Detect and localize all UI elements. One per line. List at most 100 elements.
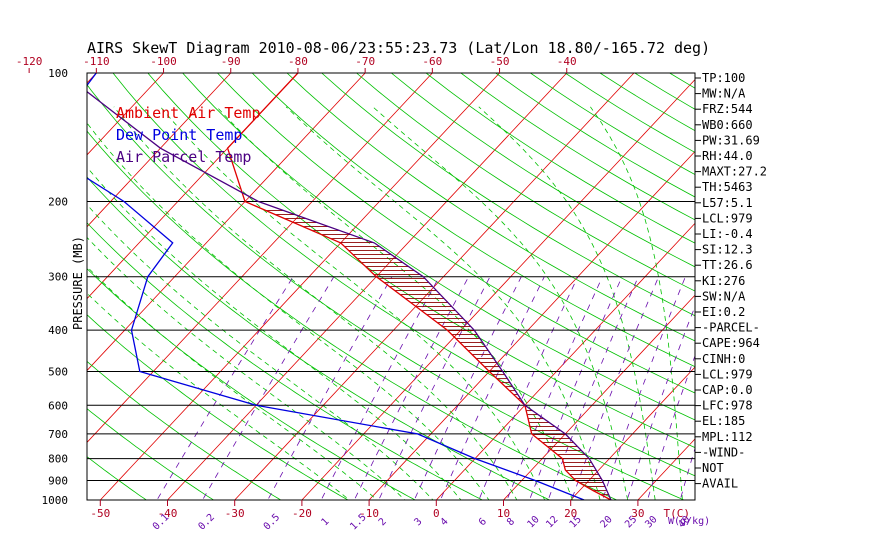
- bottom-temp-label: -50: [90, 507, 110, 520]
- pressure-tick-label: 500: [48, 365, 68, 378]
- mixing-ratio-label: 0.5: [262, 512, 283, 533]
- dry-adiabat-line: [182, 73, 695, 421]
- bottom-temp-label: 30: [631, 507, 644, 520]
- index-entry: TH:5463: [702, 180, 753, 194]
- moist-adiabat-line: [87, 166, 462, 500]
- isotherm-line: [87, 73, 433, 443]
- index-entry: LCL:979: [702, 211, 753, 225]
- x-axis-label: T(C): [664, 507, 691, 520]
- index-entry: RH:44.0: [702, 149, 753, 163]
- isotherm-line: [503, 294, 695, 500]
- index-entry: LCL:979: [702, 367, 753, 381]
- bottom-temp-label: -40: [158, 507, 178, 520]
- index-entry: NOT: [702, 461, 724, 475]
- dry-adiabat-line: [0, 73, 23, 509]
- index-entry: MPL:112: [702, 430, 753, 444]
- top-temp-label: -70: [355, 55, 375, 68]
- moist-adiabat-line: [87, 266, 378, 500]
- dry-adiabat-line: [356, 73, 695, 292]
- dry-adiabat-line: [669, 73, 695, 89]
- index-entry: SW:N/A: [702, 289, 746, 303]
- mixing-ratio-line: [267, 276, 393, 500]
- dry-adiabat-line: [87, 83, 685, 500]
- mixing-ratio-line: [320, 276, 440, 500]
- index-entry: LI:-0.4: [702, 227, 753, 241]
- moist-adiabat-line: [87, 236, 406, 500]
- index-entry: TP:100: [702, 71, 745, 85]
- y-axis-label: PRESSURE (MB): [71, 236, 85, 330]
- moist-adiabat-line: [372, 106, 629, 500]
- index-entry: FRZ:544: [702, 102, 753, 116]
- mixing-ratio-label: 8: [505, 516, 517, 528]
- mixing-ratio-label: 4: [439, 516, 451, 528]
- pressure-tick-label: 900: [48, 474, 68, 487]
- bottom-temp-label: 10: [497, 507, 510, 520]
- moist-adiabat-line: [87, 204, 434, 500]
- moist-adiabat-line: [113, 106, 518, 500]
- profile-line-0: [226, 73, 612, 500]
- mixing-ratio-line: [202, 276, 335, 500]
- isotherm-line: [234, 73, 635, 500]
- isotherm-line: [772, 73, 870, 500]
- bottom-temp-label: -10: [359, 507, 379, 520]
- isotherm-line: [301, 78, 695, 500]
- top-temp-label: -110: [83, 55, 110, 68]
- top-temp-label: -100: [150, 55, 177, 68]
- mixing-ratio-label: 20: [598, 514, 614, 530]
- dry-adiabat-line: [112, 73, 695, 477]
- dry-adiabat-line: [87, 176, 551, 500]
- index-entry: CAPE:964: [702, 336, 760, 350]
- pressure-tick-label: 100: [48, 67, 68, 80]
- pressure-tick-label: 600: [48, 399, 68, 412]
- pressure-tick-label: 400: [48, 324, 68, 337]
- mixing-ratio-label: 2: [377, 516, 389, 528]
- dry-adiabat-line: [147, 73, 695, 448]
- mixing-ratio-label: 0.2: [196, 512, 217, 533]
- isotherm-line: [570, 366, 695, 500]
- index-entry: L57:5.1: [702, 196, 753, 210]
- mixing-ratio-label: 1: [319, 516, 331, 528]
- index-entry: EL:185: [702, 414, 745, 428]
- mixing-ratio-unit: W(g/kg): [668, 516, 710, 527]
- dry-adiabat-line: [87, 314, 349, 500]
- mixing-ratio-line: [353, 276, 469, 500]
- pressure-tick-label: 200: [48, 196, 68, 209]
- legend-entry: Ambient Air Temp: [116, 104, 261, 122]
- index-entry: -PARCEL-: [702, 321, 760, 335]
- top-temp-label: -90: [221, 55, 241, 68]
- dry-adiabat-line: [87, 130, 618, 500]
- pressure-tick-label: 800: [48, 453, 68, 466]
- index-entry: WB0:660: [702, 118, 753, 132]
- pressure-tick-label: 700: [48, 428, 68, 441]
- mixing-ratio-label: 30: [643, 514, 659, 530]
- bottom-temp-label: 0: [433, 507, 440, 520]
- pressure-tick-label: 300: [48, 271, 68, 284]
- dry-adiabat-line: [321, 73, 695, 317]
- index-entry: -WIND-: [702, 445, 745, 459]
- index-entry: MW:N/A: [702, 87, 746, 101]
- isotherm-line: [100, 73, 500, 500]
- moist-adiabat-line: [216, 106, 573, 500]
- plot-frame: [86, 72, 696, 501]
- profile-line-2: [87, 90, 612, 500]
- index-entry: AVAIL: [702, 477, 738, 491]
- isotherm-line: [87, 73, 366, 372]
- chart-title: AIRS SkewT Diagram 2010-08-06/23:55:23.7…: [87, 39, 710, 57]
- index-entry: CAP:0.0: [702, 383, 753, 397]
- isotherm-line: [436, 222, 695, 500]
- bottom-temp-label: -30: [225, 507, 245, 520]
- dry-adiabat-line: [391, 73, 695, 268]
- dry-adiabat-line: [217, 73, 695, 394]
- index-entry: PW:31.69: [702, 133, 760, 147]
- dry-adiabat-line: [87, 222, 484, 500]
- index-entry: MAXT:27.2: [702, 165, 767, 179]
- bottom-temp-label: 20: [564, 507, 577, 520]
- mixing-ratio-line: [378, 276, 491, 500]
- dry-adiabat-line: [251, 73, 695, 368]
- moist-adiabat-line: [590, 106, 683, 500]
- top-temp-label: -60: [422, 55, 442, 68]
- moist-adiabat-line: [285, 106, 601, 500]
- mixing-ratio-label: 12: [544, 514, 560, 530]
- mixing-ratio-label: 3: [412, 516, 424, 528]
